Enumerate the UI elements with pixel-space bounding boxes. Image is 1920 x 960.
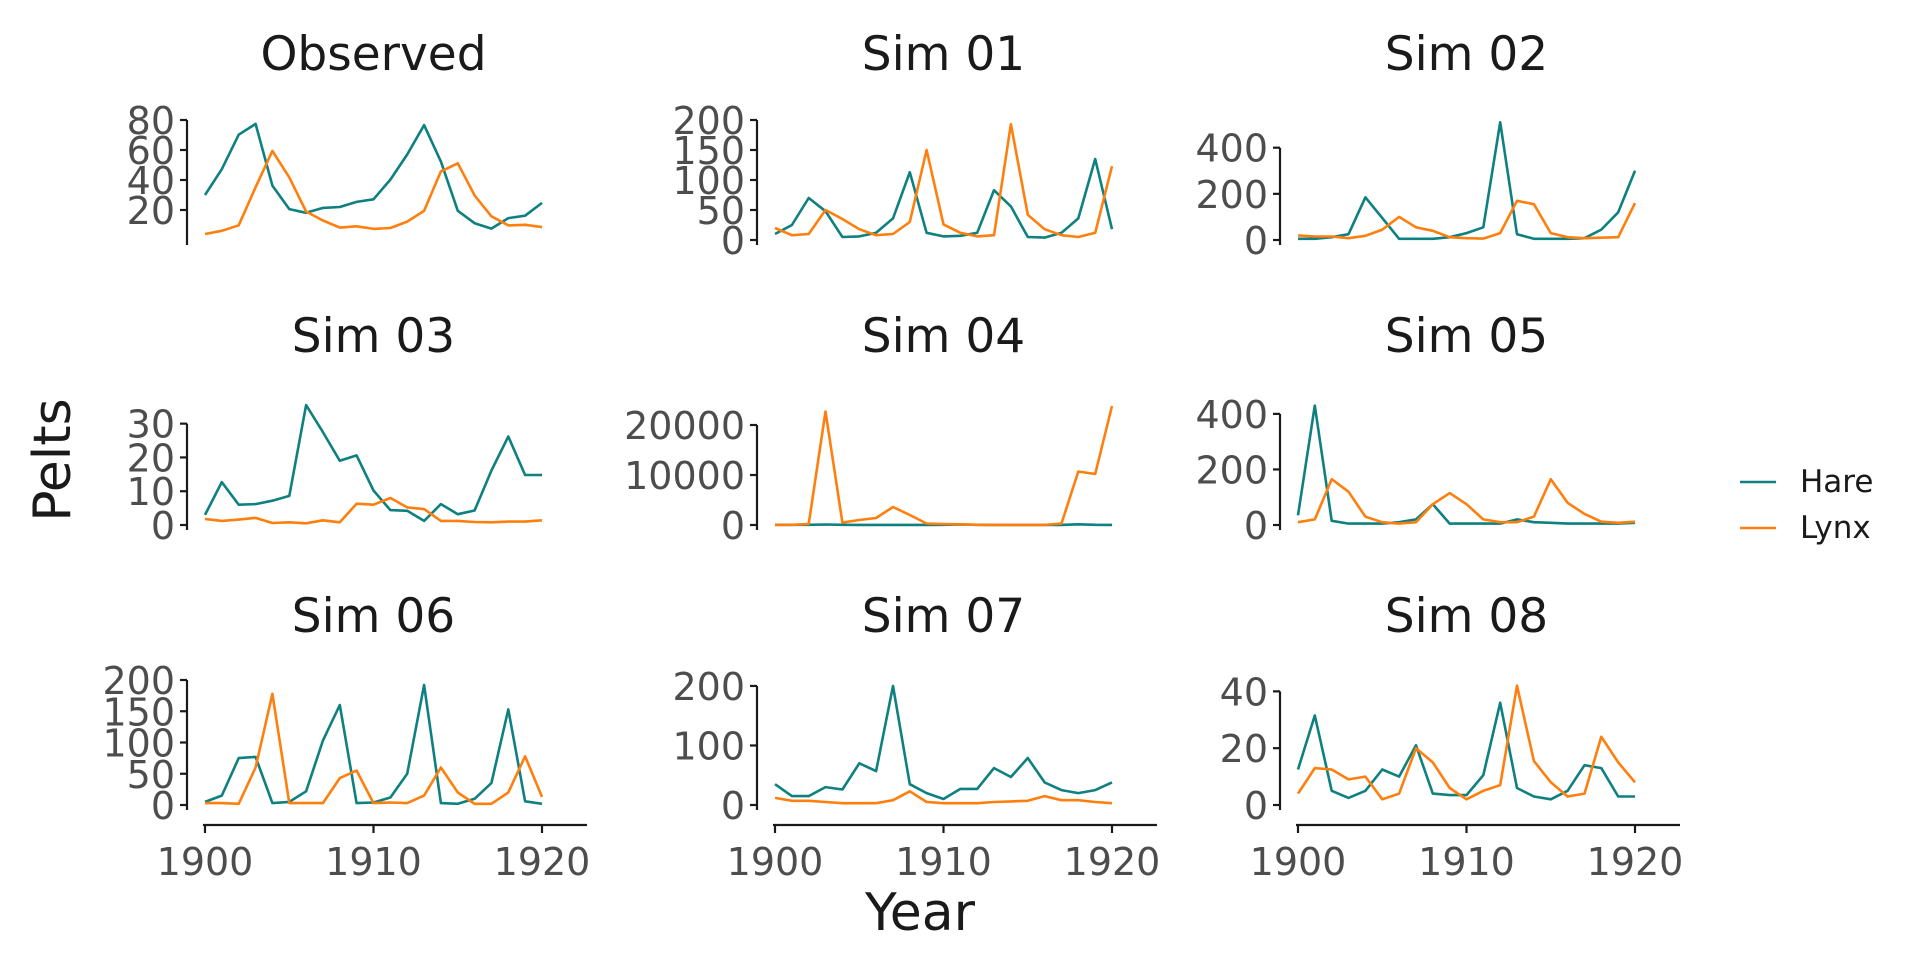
panel-title: Sim 08 xyxy=(1385,589,1548,644)
x-tick-label: 1920 xyxy=(1587,840,1684,884)
series-line-lynx xyxy=(204,496,543,525)
y-tick-label: 20 xyxy=(127,436,175,480)
y-tick-label: 60 xyxy=(127,129,175,173)
y-tick-label: 0 xyxy=(1244,784,1268,828)
x-tick-label: 1910 xyxy=(895,840,992,884)
series-line-hare xyxy=(1296,404,1636,525)
y-tick-label: 0 xyxy=(151,784,175,828)
y-tick-label: 20 xyxy=(1220,727,1268,771)
series-line-hare xyxy=(204,683,543,806)
series-line-hare xyxy=(1298,121,1637,241)
y-tick-label: 50 xyxy=(697,189,745,233)
panel-5: Sim 04 0 10000 20000 xyxy=(624,309,1114,548)
y-axis-title: Pelts xyxy=(23,398,83,521)
y-tick-label: 150 xyxy=(102,690,175,734)
series-line-hare xyxy=(203,403,542,523)
panel-9: Sim 08 0 20 40 1900 1910 1920 xyxy=(1220,589,1684,884)
y-tick-label: 10000 xyxy=(624,454,745,498)
y-tick-label: 100 xyxy=(102,722,175,766)
x-tick-label: 1910 xyxy=(325,840,422,884)
series-line-lynx xyxy=(1296,684,1636,801)
series-line-lynx xyxy=(1297,199,1637,240)
panel-title: Sim 06 xyxy=(292,589,455,644)
x-tick-label: 1900 xyxy=(1250,840,1347,884)
series-line-lynx xyxy=(1297,477,1636,525)
y-tick-label: 200 xyxy=(672,99,745,143)
y-tick-label: 30 xyxy=(127,403,175,447)
legend-item-lynx: Lynx xyxy=(1740,510,1871,546)
x-tick-label: 1900 xyxy=(157,840,254,884)
series-line-hare xyxy=(1296,701,1635,801)
panel-title: Sim 02 xyxy=(1385,27,1548,82)
y-tick-label: 0 xyxy=(1244,219,1268,263)
panel-title: Sim 03 xyxy=(292,309,455,364)
y-tick-label: 80 xyxy=(127,99,175,143)
y-tick-label: 40 xyxy=(127,159,175,203)
legend-label: Lynx xyxy=(1800,510,1871,546)
legend: Hare Lynx xyxy=(1740,464,1873,546)
x-tick-label: 1910 xyxy=(1418,840,1515,884)
y-tick-label: 20000 xyxy=(624,404,745,448)
x-tick-label: 1900 xyxy=(727,840,824,884)
y-tick-label: 0 xyxy=(151,504,175,548)
y-tick-label: 100 xyxy=(672,159,745,203)
y-tick-label: 200 xyxy=(102,659,175,703)
y-tick-label: 50 xyxy=(127,753,175,797)
y-tick-label: 40 xyxy=(1220,670,1268,714)
y-tick-label: 0 xyxy=(721,504,745,548)
series-line-lynx xyxy=(774,789,1113,805)
legend-label: Hare xyxy=(1800,464,1873,500)
y-tick-label: 200 xyxy=(1195,173,1268,217)
panel-8: Sim 07 0 100 200 1900 1910 1920 xyxy=(672,589,1160,884)
series-line-hare xyxy=(774,684,1113,801)
panel-title: Sim 05 xyxy=(1385,309,1548,364)
y-tick-label: 100 xyxy=(672,724,745,768)
panel-title: Sim 01 xyxy=(862,27,1025,82)
y-tick-label: 400 xyxy=(1195,127,1268,171)
x-tick-label: 1920 xyxy=(494,840,591,884)
y-tick-label: 400 xyxy=(1195,393,1268,437)
series-line-hare xyxy=(203,122,543,230)
x-axis-title: Year xyxy=(864,883,976,943)
y-tick-label: 20 xyxy=(127,189,175,233)
series-line-lynx xyxy=(774,405,1114,527)
series-line-lynx xyxy=(205,692,544,806)
y-tick-label: 200 xyxy=(1195,448,1268,492)
y-tick-label: 200 xyxy=(672,665,745,709)
panel-title: Sim 04 xyxy=(862,309,1025,364)
series-line-lynx xyxy=(204,149,543,236)
y-tick-label: 0 xyxy=(1244,504,1268,548)
y-tick-label: 0 xyxy=(721,784,745,828)
panel-6: Sim 05 0 200 400 xyxy=(1195,309,1636,548)
y-tick-label: 150 xyxy=(672,129,745,173)
series-line-lynx xyxy=(774,122,1114,239)
y-tick-label: 10 xyxy=(127,470,175,514)
panel-title: Sim 07 xyxy=(862,589,1025,644)
panel-title: Observed xyxy=(260,27,486,82)
y-tick-label: 0 xyxy=(721,219,745,263)
x-tick-label: 1920 xyxy=(1064,840,1161,884)
legend-item-hare: Hare xyxy=(1740,464,1873,500)
